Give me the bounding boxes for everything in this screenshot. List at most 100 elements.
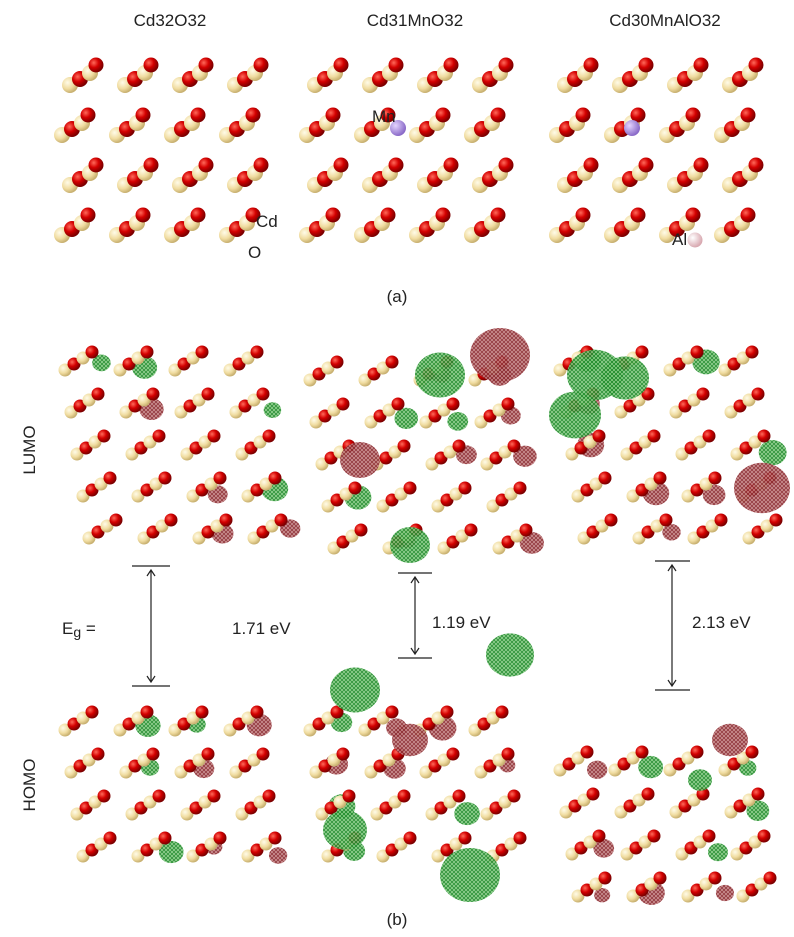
orbital-lobe [638,756,663,778]
atom [349,482,362,495]
arrow [147,570,155,682]
atom [709,872,722,885]
atom [159,832,172,845]
atom [254,58,269,73]
atom [202,388,215,401]
atom [459,832,472,845]
atom [770,514,783,527]
atom [694,158,709,173]
orbital-label: HOMO [20,759,39,812]
atom [251,346,264,359]
orbital-lobe [587,761,607,779]
atom [593,430,606,443]
atom [98,430,111,443]
atom [654,872,667,885]
atom [254,158,269,173]
atom [502,748,515,761]
orbital-lobe [440,848,500,902]
orbital-lobe [454,802,480,825]
orbital-lobe [392,724,428,756]
orbital-lobe [390,527,430,563]
orbital-lobe [415,353,465,398]
atom [499,58,514,73]
atom [491,208,506,223]
atom [444,158,459,173]
atom [404,832,417,845]
atom [92,748,105,761]
orbital-lobe [394,408,418,429]
panel-label: (a) [387,287,408,306]
atom [746,746,759,759]
atom [392,398,405,411]
atom [642,788,655,801]
atom [703,430,716,443]
atom [436,108,451,123]
atom [648,430,661,443]
atom [196,706,209,719]
atom [246,108,261,123]
atom [81,208,96,223]
atom [491,108,506,123]
atom [447,748,460,761]
atom [191,208,206,223]
atom [686,208,701,223]
atom-label: O [248,243,261,262]
panel-label: (b) [387,910,408,929]
atom [110,514,123,527]
atom [465,524,478,537]
atom [584,158,599,173]
atom [686,108,701,123]
atom [98,790,111,803]
atom [251,706,264,719]
atom [715,514,728,527]
atom [136,208,151,223]
atom [752,788,765,801]
atom [104,472,117,485]
orbital-lobe [759,440,787,465]
gap-value: 2.13 eV [692,613,751,632]
atom [648,830,661,843]
orbital-lobe [716,885,734,901]
orbital-lobe [712,724,748,756]
atom [436,208,451,223]
atom [496,706,509,719]
atom [275,514,288,527]
atom [398,790,411,803]
atom [86,346,99,359]
atom [636,746,649,759]
atom [624,120,640,136]
atom [459,482,472,495]
atom [144,158,159,173]
gap-symbol: E [62,619,73,638]
atom [92,388,105,401]
atom [199,158,214,173]
atom [199,58,214,73]
atom [191,108,206,123]
atom [764,872,777,885]
atom [631,208,646,223]
atom [587,788,600,801]
atom [453,790,466,803]
atom [636,346,649,359]
atom [581,746,594,759]
atom [639,58,654,73]
atom [654,472,667,485]
atom [89,158,104,173]
atom [508,440,521,453]
atom [453,440,466,453]
gap-suffix: = [81,619,96,638]
atom [398,440,411,453]
atom [599,872,612,885]
atom [447,398,460,411]
orbital-lobe [708,843,728,861]
atom [499,158,514,173]
atom [144,58,159,73]
atom [202,748,215,761]
atom [269,832,282,845]
atom [263,790,276,803]
column-title: Cd31MnO32 [367,11,463,30]
atom [639,158,654,173]
atom [746,346,759,359]
orbital-lobe [734,463,790,513]
page: Cd32O32 Cd31MnO32 Cd30MnAlO32 Cd O Mn Al… [0,0,794,937]
